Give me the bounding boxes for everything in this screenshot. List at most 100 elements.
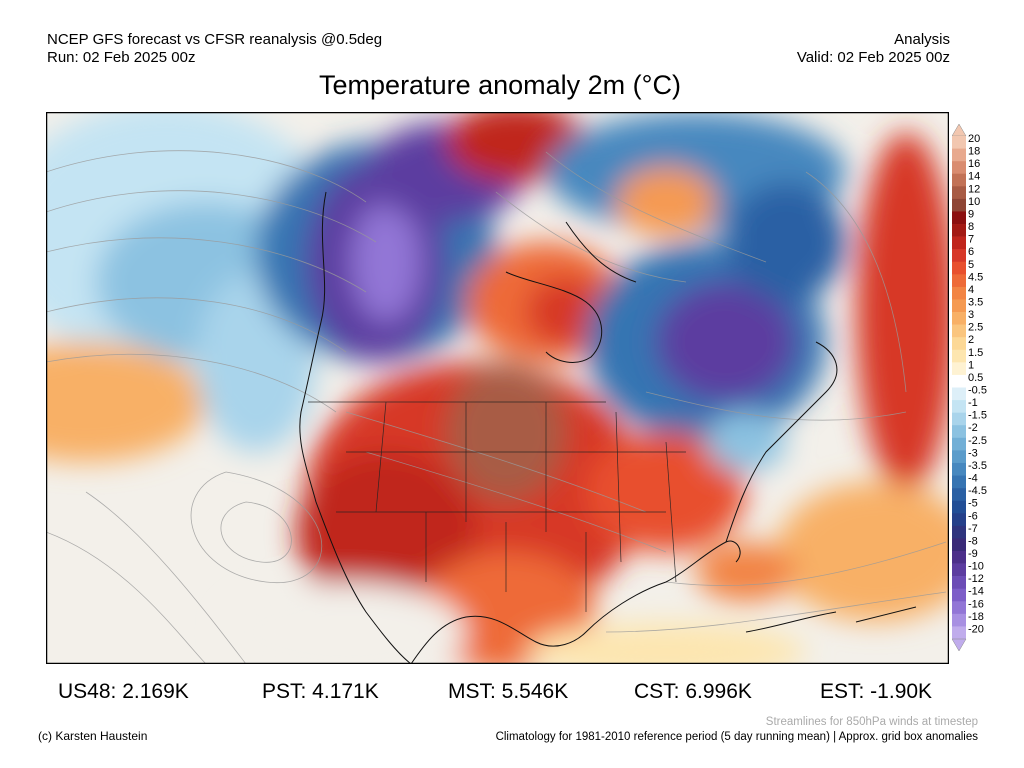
colorbar-cell	[952, 462, 966, 476]
colorbar-label: -20	[968, 623, 984, 635]
climatology-note: Climatology for 1981-2010 reference peri…	[495, 731, 978, 743]
map-title: Temperature anomaly 2m (°C)	[319, 70, 681, 100]
colorbar-label: -3	[968, 447, 978, 459]
colorbar: 201816141210987654.543.532.521.510.5-0.5…	[952, 124, 987, 652]
colorbar-label: -7	[968, 523, 978, 535]
colorbar-label: 2	[968, 334, 974, 346]
wind-streamlines	[46, 150, 947, 664]
colorbar-label: 18	[968, 146, 980, 158]
colorbar-cell	[952, 198, 966, 212]
colorbar-label: 5	[968, 259, 974, 271]
political-borders	[308, 401, 686, 612]
valid-time: Valid: 02 Feb 2025 00z	[796, 49, 950, 66]
colorbar-cell	[952, 588, 966, 602]
colorbar-label: -5	[968, 498, 978, 510]
colorbar-cell	[952, 337, 966, 351]
colorbar-label: 14	[968, 171, 980, 183]
colorbar-cell	[952, 400, 966, 413]
colorbar-cell	[952, 324, 966, 338]
colorbar-cell	[952, 550, 966, 564]
coastlines	[299, 191, 917, 664]
colorbar-label: -4	[968, 473, 978, 485]
stat-cst: CST: 6.996K	[634, 680, 752, 703]
colorbar-cell	[952, 286, 966, 300]
colorbar-label: -18	[968, 611, 984, 623]
colorbar-label: -2.5	[968, 435, 987, 447]
colorbar-cell	[952, 299, 966, 313]
colorbar-label: 9	[968, 208, 974, 220]
colorbar-cell	[952, 500, 966, 514]
stat-est: EST: -1.90K	[820, 680, 933, 703]
colorbar-label: 16	[968, 158, 980, 170]
colorbar-label: 8	[968, 221, 974, 233]
colorbar-cell	[952, 148, 966, 162]
colorbar-label: 7	[968, 234, 974, 246]
colorbar-cell	[952, 236, 966, 250]
colorbar-cell	[952, 513, 966, 527]
colorbar-label: 6	[968, 246, 974, 258]
colorbar-cell	[952, 173, 966, 187]
colorbar-label: -2	[968, 422, 978, 434]
colorbar-cell	[952, 362, 966, 376]
colorbar-cell	[952, 224, 966, 237]
model-title: NCEP GFS forecast vs CFSR reanalysis @0.…	[47, 31, 383, 48]
colorbar-label: -16	[968, 598, 984, 610]
colorbar-label: -0.5	[968, 385, 987, 397]
anomaly-field	[46, 112, 949, 664]
colorbar-label: -1.5	[968, 410, 987, 422]
colorbar-label: -1	[968, 397, 978, 409]
analysis-label: Analysis	[894, 31, 950, 48]
colorbar-label: 2.5	[968, 322, 983, 334]
colorbar-cell	[952, 450, 966, 464]
colorbar-cell	[952, 488, 966, 501]
colorbar-cell	[952, 437, 966, 451]
colorbar-label: 0.5	[968, 372, 983, 384]
colorbar-label: 3.5	[968, 296, 983, 308]
stat-pst: PST: 4.171K	[262, 680, 379, 703]
colorbar-cell	[952, 211, 966, 225]
colorbar-label: -12	[968, 573, 984, 585]
colorbar-label: 10	[968, 196, 980, 208]
colorbar-label: -8	[968, 535, 978, 547]
colorbar-cell	[952, 387, 966, 401]
colorbar-label: -6	[968, 510, 978, 522]
stat-us48: US48: 2.169K	[58, 680, 189, 703]
stat-mst: MST: 5.546K	[448, 680, 569, 703]
colorbar-label: -14	[968, 586, 984, 598]
colorbar-label: -4.5	[968, 485, 987, 497]
colorbar-cell	[952, 412, 966, 426]
colorbar-cell	[952, 349, 966, 363]
colorbar-cell	[952, 186, 966, 200]
colorbar-cell	[952, 525, 966, 539]
colorbar-cell	[952, 601, 966, 615]
colorbar-label: 12	[968, 183, 980, 195]
colorbar-cell	[952, 613, 966, 627]
colorbar-label: 4.5	[968, 271, 983, 283]
colorbar-label: 1	[968, 359, 974, 371]
map-frame	[46, 112, 949, 664]
credit-text: (c) Karsten Haustein	[38, 729, 148, 743]
colorbar-label: -3.5	[968, 460, 987, 472]
colorbar-cell	[952, 249, 966, 263]
colorbar-label: -9	[968, 548, 978, 560]
run-time: Run: 02 Feb 2025 00z	[47, 49, 196, 66]
colorbar-label: -10	[968, 561, 984, 573]
colorbar-label: 20	[968, 133, 980, 145]
streamlines-note: Streamlines for 850hPa winds at timestep	[765, 716, 978, 728]
anomaly-map	[46, 112, 949, 664]
colorbar-cell	[952, 161, 966, 175]
colorbar-bottom-arrow	[952, 638, 967, 652]
colorbar-cell	[952, 626, 966, 640]
colorbar-label: 3	[968, 309, 974, 321]
colorbar-cell	[952, 576, 966, 589]
colorbar-cell	[952, 425, 966, 439]
colorbar-label: 1.5	[968, 347, 983, 359]
colorbar-cell	[952, 274, 966, 288]
colorbar-cell	[952, 312, 966, 325]
colorbar-cell	[952, 563, 966, 577]
colorbar-label: 4	[968, 284, 974, 296]
colorbar-cell	[952, 538, 966, 552]
colorbar-cell	[952, 475, 966, 489]
colorbar-cell	[952, 261, 966, 275]
colorbar-top-arrow	[952, 124, 967, 137]
